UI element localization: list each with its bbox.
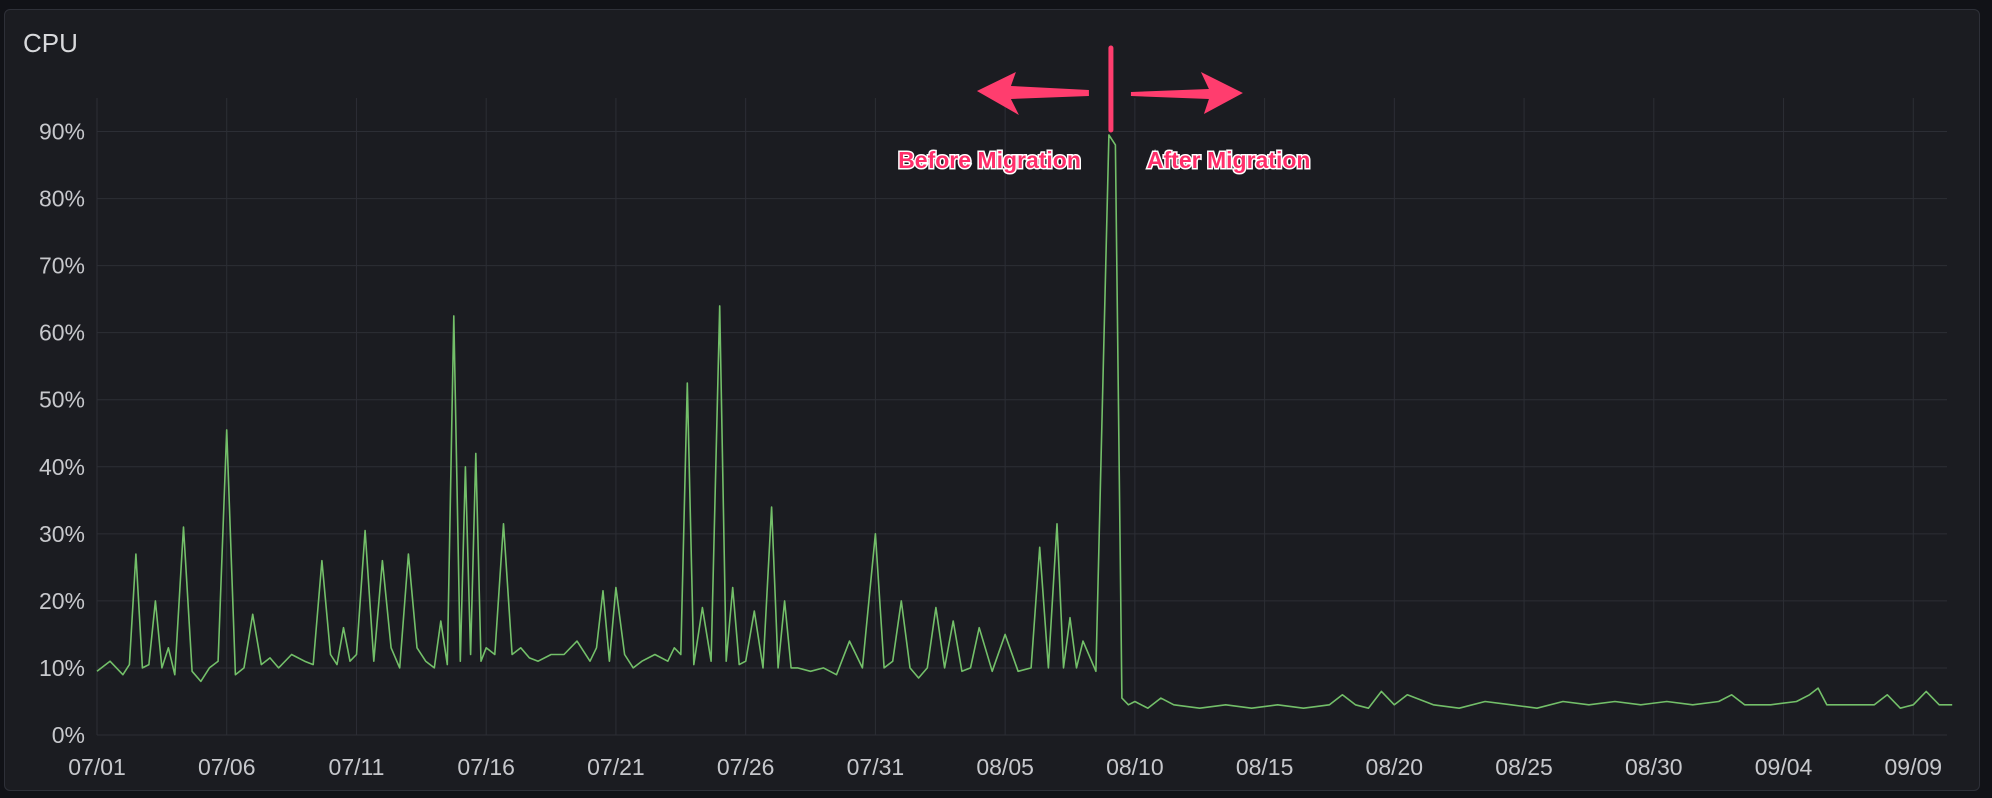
y-tick-label: 10% — [39, 655, 85, 681]
y-tick-label: 30% — [39, 521, 85, 547]
x-tick-label: 07/11 — [329, 754, 385, 780]
x-axis: 07/01 07/06 07/11 07/16 07/21 07/26 07/31 08/05… — [68, 754, 1942, 780]
x-tick-label: 08/15 — [1236, 754, 1294, 780]
x-tick-label: 07/06 — [198, 754, 256, 780]
y-tick-label: 50% — [39, 387, 85, 413]
x-tick-label: 08/05 — [976, 754, 1034, 780]
x-tick-label: 07/26 — [717, 754, 775, 780]
y-tick-label: 90% — [39, 119, 85, 145]
y-tick-label: 20% — [39, 588, 85, 614]
right-arrow-icon — [1130, 72, 1243, 114]
x-tick-label: 09/09 — [1884, 754, 1942, 780]
y-tick-label: 40% — [39, 454, 85, 480]
x-tick-label: 07/01 — [68, 754, 126, 780]
x-tick-label: 09/04 — [1755, 754, 1813, 780]
cpu-series — [96, 134, 1953, 709]
y-axis: 0% 10% 20% 30% 40% 50% 60% 70% 80% 90% — [39, 119, 85, 748]
x-tick-label: 08/30 — [1625, 754, 1683, 780]
y-tick-label: 70% — [39, 253, 85, 279]
x-tick-label: 07/16 — [457, 754, 515, 780]
panel-title[interactable]: CPU — [23, 28, 78, 58]
y-tick-label: 0% — [52, 722, 85, 748]
y-tick-label: 80% — [39, 186, 85, 212]
cpu-line — [96, 134, 1953, 709]
x-tick-label: 07/21 — [587, 754, 645, 780]
left-arrow-icon — [976, 72, 1089, 115]
chart-grid — [96, 98, 1947, 736]
x-tick-label: 07/31 — [847, 754, 905, 780]
before-migration-label: Before Migration — [898, 147, 1081, 173]
x-tick-label: 08/10 — [1106, 754, 1164, 780]
x-tick-label: 08/20 — [1366, 754, 1424, 780]
after-migration-label: After Migration — [1147, 147, 1311, 173]
x-tick-label: 08/25 — [1495, 754, 1553, 780]
migration-annotation: Before Migration After Migration — [897, 45, 1312, 175]
y-tick-label: 60% — [39, 320, 85, 346]
